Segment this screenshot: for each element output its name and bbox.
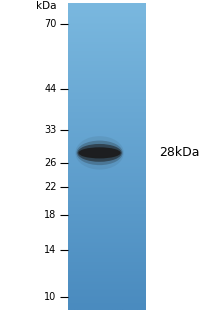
Ellipse shape: [75, 136, 123, 170]
Text: 18: 18: [44, 210, 56, 220]
Ellipse shape: [76, 141, 122, 165]
Text: 44: 44: [44, 85, 56, 95]
Ellipse shape: [77, 144, 121, 162]
Text: kDa: kDa: [36, 1, 56, 11]
Text: 26: 26: [44, 158, 56, 168]
Text: 33: 33: [44, 125, 56, 135]
Text: 22: 22: [44, 182, 56, 192]
Ellipse shape: [78, 147, 120, 158]
Text: 28kDa: 28kDa: [158, 146, 198, 159]
Text: 10: 10: [44, 292, 56, 302]
Text: 70: 70: [44, 19, 56, 29]
Text: 14: 14: [44, 245, 56, 255]
